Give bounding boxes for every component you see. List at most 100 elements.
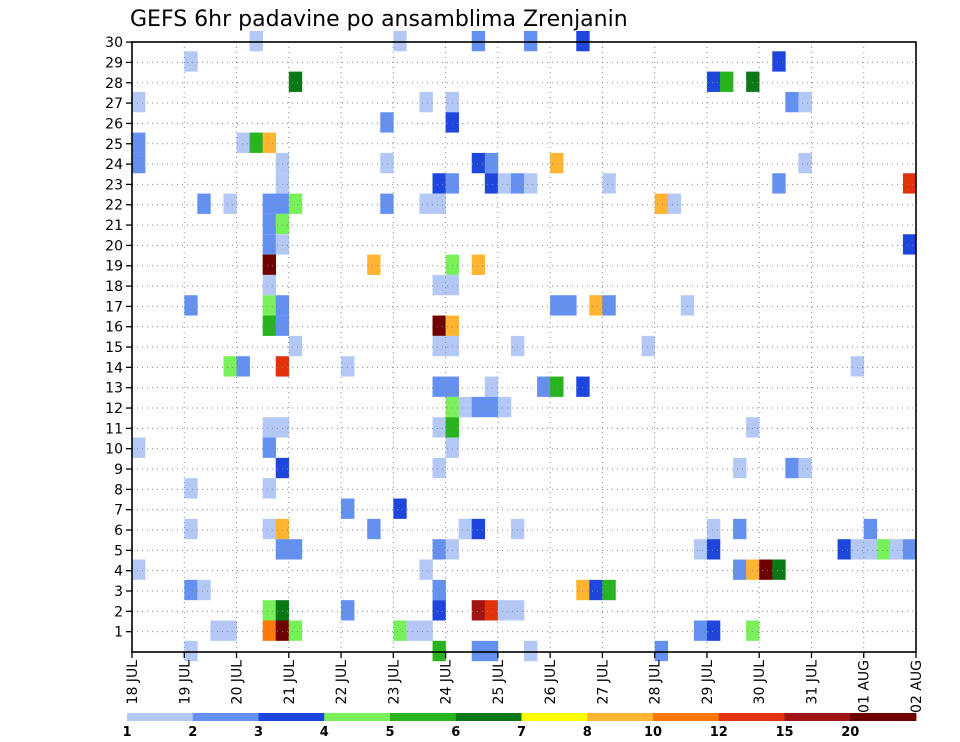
precip-cell (445, 335, 459, 357)
y-tick-label: 10 (105, 442, 123, 458)
precip-cell (432, 457, 446, 479)
precip-cell (889, 539, 904, 560)
precip-cell (432, 376, 446, 397)
precip-cell (393, 498, 407, 519)
colorbar: 1 2 3 4 5 6 7 8 10 12 15 20 (122, 713, 917, 740)
precip-cell (132, 559, 146, 580)
precip-cell (262, 478, 277, 499)
y-tick-label: 29 (105, 55, 123, 71)
precip-cell (602, 295, 616, 316)
precip-cell (367, 518, 381, 540)
y-tick-label: 27 (105, 96, 123, 112)
precip-cell (432, 539, 446, 560)
precip-cells (132, 30, 917, 662)
precip-cell (510, 173, 525, 194)
precip-cell (249, 132, 263, 153)
precip-cell (576, 30, 590, 52)
precip-cell (524, 173, 538, 194)
precip-cell (275, 152, 290, 174)
y-tick-label: 25 (105, 137, 123, 153)
precip-cell (262, 315, 277, 336)
precip-cell (184, 478, 198, 499)
precip-cell (275, 457, 290, 479)
precip-cell (184, 518, 198, 540)
precip-cell (706, 518, 721, 540)
x-tick-label: 01 AUG (857, 660, 873, 713)
x-axis: 18 JUL 19 JUL 20 JUL 21 JUL 22 JUL 23 JUL 24 J… (125, 652, 925, 713)
precip-cell (576, 376, 590, 397)
precip-cell (471, 396, 486, 418)
precip-cell (680, 295, 695, 316)
precip-cell (432, 640, 446, 662)
y-tick-label: 24 (105, 157, 123, 173)
precip-cell (706, 620, 721, 641)
y-tick-label: 22 (105, 198, 123, 214)
precip-cell (484, 600, 499, 621)
precip-cell (863, 518, 878, 540)
precip-cell (798, 152, 812, 174)
precip-cell (693, 539, 708, 560)
precip-cell (837, 539, 851, 560)
precip-cell (471, 518, 486, 540)
precip-cell (589, 295, 603, 316)
precip-cell (798, 91, 812, 113)
precip-cell (458, 396, 473, 418)
precip-cell (223, 620, 237, 641)
precip-cell (785, 457, 799, 479)
colorbar-swatch (258, 713, 325, 721)
y-tick-label: 15 (105, 340, 123, 356)
precip-cell (746, 620, 760, 641)
y-tick-label: 6 (114, 523, 123, 539)
y-tick-label: 20 (105, 238, 123, 254)
precip-cell (236, 132, 250, 153)
chart-title: GEFS 6hr padavine po ansamblima Zrenjani… (130, 7, 628, 32)
y-tick-label: 17 (105, 299, 123, 315)
precip-cell (432, 173, 446, 194)
y-tick-label: 3 (114, 584, 123, 600)
precip-cell (380, 152, 394, 174)
colorbar-label: 10 (644, 725, 662, 740)
precip-cell (876, 539, 891, 560)
precip-cell (471, 640, 486, 662)
precip-cell (432, 315, 446, 336)
precip-cell (275, 539, 290, 560)
precip-cell (484, 396, 499, 418)
precip-cell (275, 600, 290, 621)
y-axis: 1234567891011121314151617181920212223242… (105, 35, 132, 641)
precip-cell (550, 152, 564, 174)
precip-cell (380, 193, 394, 214)
precip-cell (654, 193, 669, 214)
precip-cell (262, 254, 277, 275)
precip-cell (432, 335, 446, 357)
precip-cell (445, 315, 459, 336)
precip-cell (275, 193, 290, 214)
precip-cell (602, 173, 616, 194)
precip-cell (445, 254, 459, 275)
x-tick-label: 26 JUL (543, 660, 559, 705)
precip-cell (288, 539, 303, 560)
precip-cell (275, 213, 290, 235)
precip-cell (419, 620, 433, 641)
y-tick-label: 12 (105, 401, 123, 417)
precip-cell (419, 193, 433, 214)
y-tick-label: 19 (105, 259, 123, 275)
y-tick-label: 11 (105, 421, 123, 437)
precip-cell (419, 559, 433, 580)
x-tick-label: 25 JUL (491, 660, 507, 705)
precip-cell (341, 356, 355, 377)
precip-cell (445, 539, 459, 560)
precip-cell (262, 213, 277, 235)
y-tick-label: 21 (105, 218, 123, 234)
precip-cell (432, 274, 446, 296)
y-tick-label: 30 (105, 35, 123, 51)
precip-cell (746, 559, 760, 580)
precip-cell (497, 600, 512, 621)
colorbar-swatch (390, 713, 457, 721)
colorbar-swatch (521, 713, 588, 721)
precip-cell (249, 30, 263, 52)
colorbar-label: 3 (254, 725, 263, 740)
precip-cell (445, 396, 459, 418)
precip-cell (746, 71, 760, 92)
colorbar-label: 8 (583, 725, 592, 740)
colorbar-swatch (718, 713, 785, 721)
